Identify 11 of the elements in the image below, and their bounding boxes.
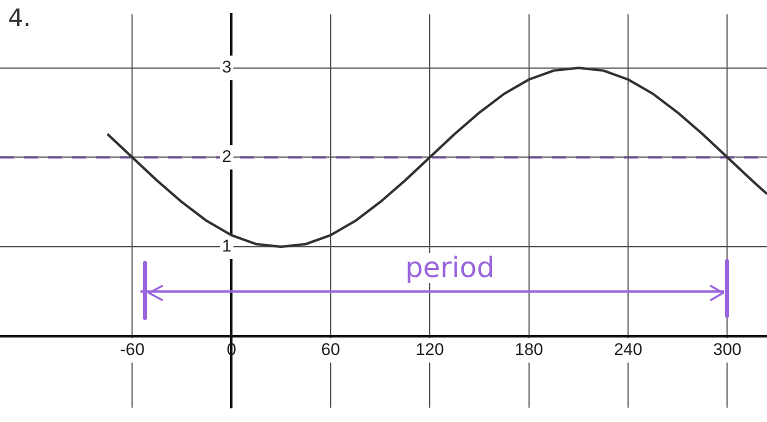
x-tick-label: 300	[713, 340, 742, 360]
y-tick-label: 1	[222, 236, 232, 256]
x-tick-label: 180	[514, 340, 544, 360]
y-tick-label: 3	[222, 58, 232, 77]
chart-title: 4.	[8, 4, 31, 32]
annotation: period	[402, 250, 498, 284]
x-tick-label: 60	[321, 340, 340, 360]
x-tick-label: -60	[120, 340, 145, 360]
x-tick-label: 240	[614, 340, 642, 360]
x-tick-label: 120	[416, 340, 444, 360]
y-tick-label: 2	[222, 147, 232, 166]
